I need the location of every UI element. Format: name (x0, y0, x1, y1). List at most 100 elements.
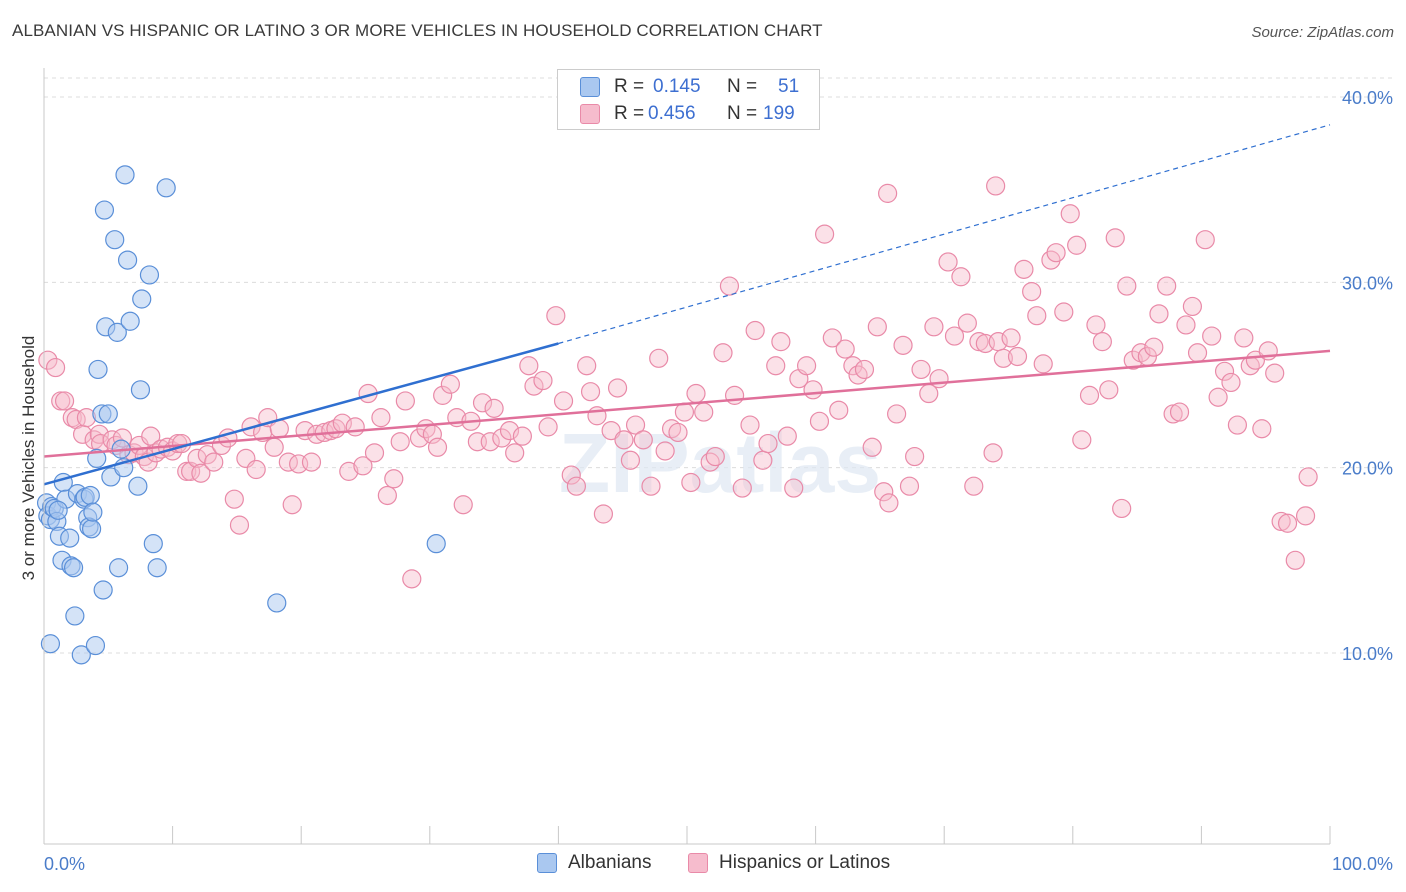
chart-title: ALBANIAN VS HISPANIC OR LATINO 3 OR MORE… (12, 21, 823, 40)
hispanic-point (1079, 385, 1100, 405)
albanian-point (139, 265, 160, 285)
hispanic-point (668, 422, 688, 443)
albanian-swatch (580, 77, 600, 97)
trend-lines (43, 124, 1331, 486)
hispanic-point (593, 504, 614, 524)
albanian-point (65, 606, 85, 626)
albanian-point (107, 322, 127, 342)
y-tick-label: 20.0% (1342, 459, 1393, 479)
albanian-point (101, 467, 121, 487)
axes (43, 68, 1331, 845)
hispanic-point (753, 450, 773, 470)
hispanic-point (951, 267, 971, 287)
hispanic-point (944, 326, 965, 346)
hispanic-point (1027, 306, 1047, 326)
hispanic-point (911, 359, 931, 380)
albanian-point (143, 534, 163, 554)
stats-legend: R = 0.145 N = 51 R = 0.456 N = 199 (557, 69, 820, 130)
albanians-legend-label: Albanians (568, 852, 652, 873)
hispanic-point (766, 356, 786, 376)
albanian-trend-extension (558, 124, 1331, 345)
hispanic-point (938, 252, 958, 272)
hispanic-point (705, 446, 725, 467)
albanian-point (71, 645, 91, 665)
hispanic-point (655, 441, 675, 461)
hispanic-point (1157, 276, 1177, 296)
hispanic-point (580, 382, 601, 402)
hispanic-point (986, 176, 1006, 196)
hispanic-point (607, 378, 628, 398)
hispanic-point (993, 348, 1013, 368)
hispanic-r-label: R = (614, 103, 645, 124)
hispanic-point (301, 452, 322, 472)
albanian-point (63, 558, 84, 578)
hispanic-point (740, 415, 760, 435)
hispanic-point (1086, 315, 1106, 335)
hispanic-point (854, 359, 875, 380)
albanian-point (132, 289, 152, 309)
hispanic-point (1067, 235, 1087, 255)
hispanic-point (1234, 328, 1254, 348)
hispanic-point (364, 443, 385, 463)
hispanic-point (492, 428, 512, 448)
hispanic-point (1214, 361, 1235, 381)
albanian-r-value: 0.145 (653, 76, 701, 97)
hispanic-point (878, 183, 898, 203)
hispanic-point (1277, 513, 1298, 533)
hispanic-point (1227, 415, 1248, 435)
hispanic-point (803, 380, 823, 400)
hispanic-point (1112, 498, 1132, 519)
hispanic-point (784, 478, 804, 498)
albanian-point (130, 380, 151, 400)
hispanic-point (395, 391, 415, 411)
hispanic-point (519, 356, 539, 376)
albanian-n-value: 51 (778, 76, 800, 97)
hispanic-point (1033, 354, 1053, 374)
hispanic-point (1252, 419, 1272, 439)
albanian-point (98, 404, 118, 424)
hispanic-point (905, 446, 925, 467)
hispanic-point (686, 383, 706, 404)
hispanic-point (264, 437, 284, 457)
hispanic-point (538, 417, 558, 437)
hispanic-point (339, 461, 359, 481)
hispanic-point (713, 343, 733, 363)
hispanic-point (815, 224, 835, 244)
hispanic-point (1054, 302, 1074, 322)
hispanic-point (969, 332, 989, 352)
albanian-point (426, 534, 446, 554)
source-credit: Source: ZipAtlas.com (1251, 24, 1394, 41)
hispanic-point (1099, 380, 1119, 400)
hispanic-point (957, 313, 977, 333)
hispanic-point (862, 437, 882, 457)
hispanic-point (553, 391, 574, 411)
hispanic-point (1007, 346, 1028, 367)
hispanic-point (1163, 404, 1183, 424)
albanian-point (156, 178, 176, 198)
hispanic-point (745, 320, 765, 341)
albanian-r-label: R = (614, 76, 645, 97)
hispanic-point (353, 456, 373, 476)
hispanic-point (566, 476, 587, 496)
hispanic-point (771, 332, 791, 352)
hispanic-point (1265, 363, 1285, 383)
hispanic-point (879, 493, 899, 513)
hispanic-point (1123, 350, 1143, 370)
hispanic-point (633, 430, 653, 450)
hispanic-point (1271, 511, 1291, 532)
hispanic-point (893, 335, 913, 355)
hispanic-point (440, 374, 460, 394)
hispanic-point (674, 402, 695, 422)
albanian-point (80, 485, 100, 506)
albanians-swatch (537, 853, 557, 873)
hispanic-point (546, 306, 566, 326)
hispanic-n-label: N = (727, 103, 758, 124)
hispanic-point (641, 476, 661, 496)
hispanic-point (1298, 467, 1318, 487)
x-tick-label-max: 100.0% (1332, 854, 1393, 874)
hispanic-point (191, 463, 211, 483)
hispanic-point (1285, 550, 1305, 570)
hispanic-point (1046, 243, 1066, 263)
hispanic-point (433, 385, 453, 405)
albanian-point (120, 311, 140, 331)
